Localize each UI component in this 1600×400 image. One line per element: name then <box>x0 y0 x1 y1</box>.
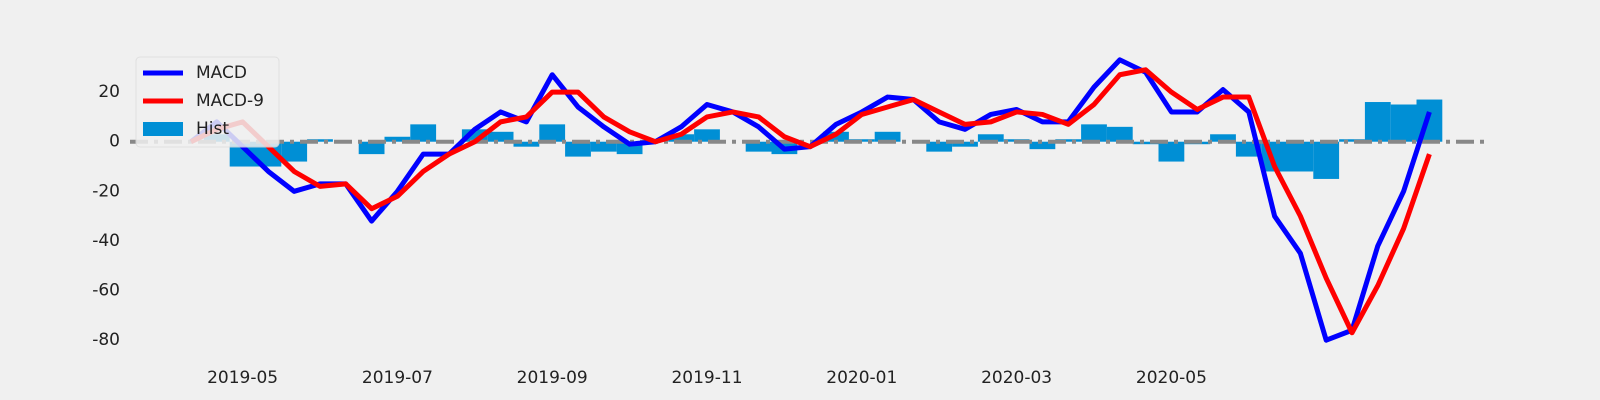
legend-label: Hist <box>196 119 229 139</box>
hist-bar <box>384 136 411 142</box>
y-tick-label: -80 <box>92 330 120 350</box>
series-line <box>189 57 1432 343</box>
hist-bar <box>668 134 695 142</box>
y-tick-label: -60 <box>92 281 120 301</box>
hist-bar <box>874 131 901 142</box>
hist-bar <box>410 124 437 142</box>
x-tick-label: 2020-01 <box>826 368 897 388</box>
x-tick-label: 2019-05 <box>207 368 278 388</box>
hist-bar <box>307 139 333 142</box>
hist-bar <box>1132 141 1159 145</box>
hist-bar <box>745 141 772 152</box>
hist-bar <box>952 141 978 147</box>
y-tick-label: 20 <box>98 82 120 102</box>
series-line <box>189 67 1432 336</box>
hist-bar <box>590 141 617 152</box>
hist-bar <box>1339 139 1365 142</box>
hist-bar <box>1081 124 1107 142</box>
hist-bar <box>926 141 953 152</box>
legend: MACD MACD-9 Hist <box>135 56 280 148</box>
y-tick-label: -40 <box>92 231 120 251</box>
hist-bar <box>1158 141 1185 162</box>
hist-bar <box>1106 126 1133 142</box>
hist-bar <box>1210 134 1236 142</box>
hist-bar <box>1313 141 1340 179</box>
legend-patch <box>143 122 183 136</box>
legend-label: MACD <box>196 63 247 83</box>
hist-bar <box>977 134 1004 142</box>
x-tick-label: 2020-03 <box>981 368 1052 388</box>
hist-bar <box>1390 104 1417 142</box>
hist-bar <box>358 141 385 155</box>
hist-bar <box>1364 102 1391 142</box>
x-tick-label: 2020-05 <box>1136 368 1207 388</box>
hist-bar <box>1287 141 1314 172</box>
x-tick-label: 2019-11 <box>671 368 742 388</box>
hist-bar <box>694 129 720 142</box>
hist-bar <box>1029 141 1056 150</box>
x-tick-label: 2019-09 <box>517 368 588 388</box>
hist-bar <box>539 124 566 142</box>
x-tick-label: 2019-07 <box>362 368 433 388</box>
hist-bar <box>281 141 308 162</box>
hist-bar <box>565 141 591 157</box>
y-tick-label: 0 <box>109 132 120 152</box>
hist-bar <box>1055 139 1082 142</box>
hist-bar <box>487 131 514 142</box>
hist-bar <box>513 141 540 147</box>
legend-label: MACD-9 <box>196 91 264 111</box>
y-tick-label: -20 <box>92 181 120 201</box>
